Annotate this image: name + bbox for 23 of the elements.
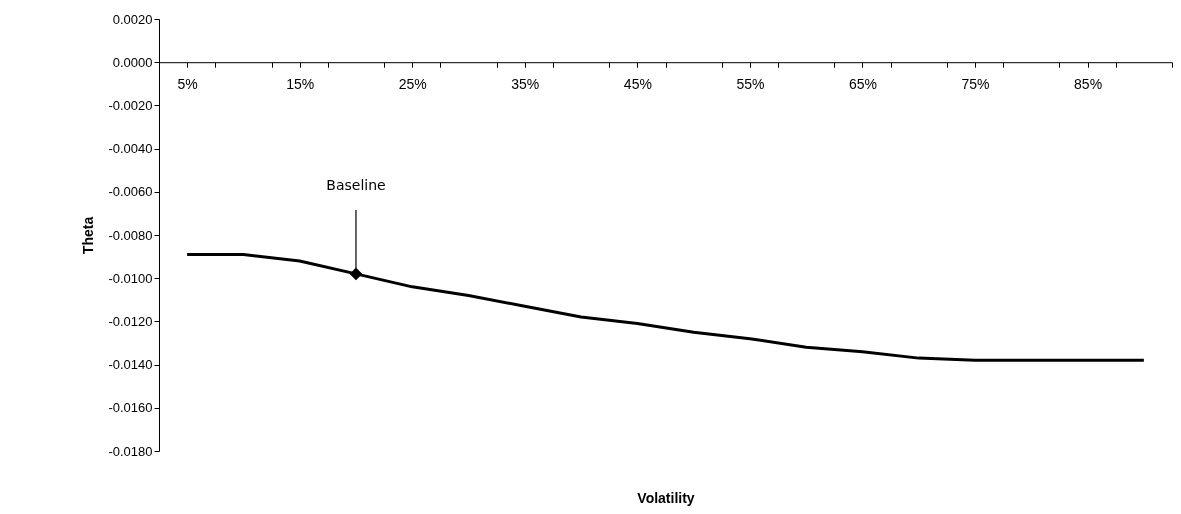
x-tick-label: 35% — [511, 75, 540, 92]
y-tick-label: -0.0100 — [108, 270, 153, 286]
x-tick-label: 55% — [736, 75, 765, 92]
x-tick-label: 5% — [177, 75, 198, 92]
x-tick-label: 45% — [623, 75, 652, 92]
x-tick-label: 65% — [848, 75, 877, 92]
y-axis-title: Theta — [80, 216, 97, 255]
x-tick-label: 15% — [286, 75, 315, 92]
y-tick-label: -0.0140 — [108, 357, 153, 373]
x-tick-label: 85% — [1074, 75, 1103, 92]
y-tick-label: 0.0000 — [112, 54, 153, 70]
y-tick-label: -0.0180 — [108, 443, 153, 459]
y-tick-label: -0.0120 — [108, 313, 153, 329]
annotation: Baseline — [326, 176, 386, 193]
x-axis-title: Volatility — [637, 489, 695, 506]
y-tick-label: -0.0080 — [108, 227, 153, 243]
y-tick-label: -0.0020 — [108, 97, 153, 113]
x-tick-label: 25% — [398, 75, 427, 92]
y-tick-label: -0.0060 — [108, 184, 153, 200]
y-tick-label: -0.0160 — [108, 400, 153, 416]
y-tick-label: 0.0020 — [112, 11, 153, 27]
x-tick-label: 75% — [961, 75, 990, 92]
y-tick-label: -0.0040 — [108, 141, 153, 157]
